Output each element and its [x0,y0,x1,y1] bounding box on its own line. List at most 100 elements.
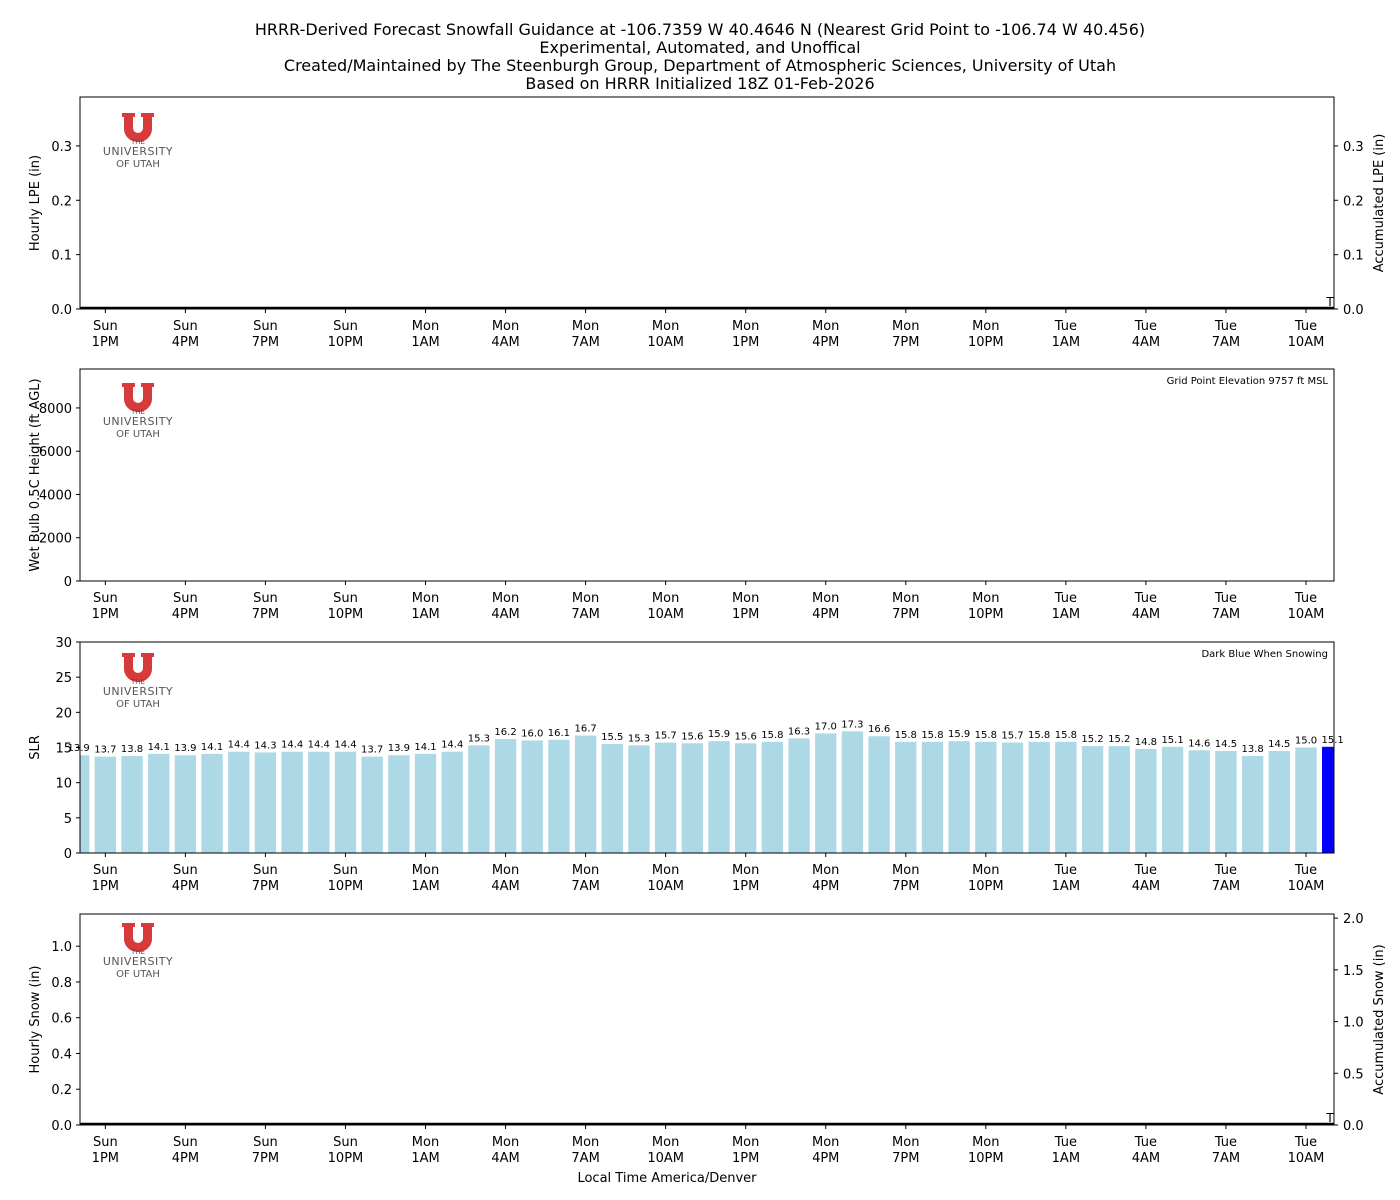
slr-bar [868,736,890,853]
slr-bar [681,743,703,853]
y-axis-label: SLR [28,735,43,760]
x-tick-label-hour: 7AM [1212,1151,1240,1166]
x-tick-label-hour: 4PM [172,1151,199,1166]
x-tick-label-hour: 7PM [892,607,919,622]
slr-bar [148,753,170,853]
y-tick-label: 0.8 [51,976,72,991]
slr-bar [1215,751,1237,853]
x-tick-label-hour: 7PM [892,879,919,894]
x-tick-label-hour: 7AM [571,879,599,894]
y-tick-label: 0 [64,847,72,862]
slr-bar [334,751,357,853]
slr-bar [254,752,277,853]
y-right-axis-label: Accumulated LPE (in) [1372,134,1387,273]
snowing-color-note: Dark Blue When Snowing [1201,649,1328,660]
x-tick-label-hour: 4AM [491,1151,519,1166]
x-tick-label-hour: 10PM [328,1151,364,1166]
slr-bar [574,735,597,853]
x-tick-label-hour: 1AM [411,607,439,622]
block-u-icon [122,923,154,952]
y-right-tick-label: 2.0 [1343,912,1364,927]
slr-bar [548,739,570,853]
x-tick-label-hour: 10AM [1288,879,1325,894]
x-tick-label-hour: 4AM [1132,879,1160,894]
x-tick-label-hour: 7AM [571,335,599,350]
slr-bar [228,751,250,853]
slr-data-label: 15.1 [1322,735,1344,746]
x-tick-label-day: Mon [892,591,919,606]
x-tick-label-hour: 1AM [1052,607,1080,622]
slr-data-label: 15.8 [1055,730,1077,741]
x-tick-label-hour: 10PM [968,879,1004,894]
x-tick-label-hour: 10AM [647,879,684,894]
slr-data-label: 15.2 [1081,734,1103,745]
y-tick-label: 20 [55,706,72,721]
x-tick-label-day: Sun [173,863,198,878]
slr-data-label: 15.8 [895,730,917,741]
slr-data-label: 13.7 [361,745,383,756]
slr-data-label: 14.1 [414,742,436,753]
slr-bar [1001,742,1024,853]
x-tick-label-day: Tue [1294,1135,1317,1150]
slr-bar [895,741,917,853]
slr-data-label: 15.8 [975,730,997,741]
slr-bar [1241,755,1264,853]
slr-data-label: 16.0 [521,728,543,739]
x-tick-label-day: Mon [412,1135,439,1150]
x-tick-label-hour: 4AM [491,879,519,894]
y-tick-label: 15 [55,742,72,757]
slr-data-label: 15.0 [1295,736,1317,747]
slr-data-label: 16.3 [788,726,810,737]
slr-bar [1268,751,1290,853]
slr-data-label: 17.0 [815,721,837,732]
x-tick-label-hour: 1PM [92,1151,119,1166]
y-tick-label: 0.2 [51,194,72,209]
y-tick-label: 0.0 [51,303,72,318]
slr-data-label: 15.6 [735,731,757,742]
x-tick-label-hour: 1PM [92,335,119,350]
x-tick-label-hour: 1PM [732,607,759,622]
slr-data-label: 14.1 [201,742,223,753]
y-right-tick-label: 1.0 [1343,1016,1364,1031]
y-right-tick-label: 0.2 [1343,194,1364,209]
slr-data-label: 14.6 [1188,738,1210,749]
x-tick-label-day: Tue [1134,1135,1157,1150]
x-tick-label-day: Mon [812,319,839,334]
slr-data-label: 14.1 [148,742,170,753]
x-tick-label-hour: 4AM [491,335,519,350]
y-tick-label: 0 [64,575,72,590]
y-tick-label: 0.2 [51,1083,72,1098]
slr-bar [1108,746,1130,853]
slr-data-label: 15.5 [601,732,623,743]
x-tick-label-hour: 7AM [1212,335,1240,350]
x-tick-label-hour: 4AM [1132,335,1160,350]
x-tick-label-hour: 7AM [1212,879,1240,894]
slr-data-label: 15.8 [1028,730,1050,741]
slr-data-label: 15.7 [1001,731,1023,742]
slr-bar [1161,746,1184,853]
trace-label: T [1325,1111,1334,1125]
x-tick-label-day: Mon [492,319,519,334]
x-tick-label-day: Tue [1054,319,1077,334]
slr-data-label: 16.7 [574,724,596,735]
x-tick-label-day: Tue [1214,1135,1237,1150]
slr-data-label: 15.8 [921,730,943,741]
x-tick-label-day: Mon [492,1135,519,1150]
slr-data-label: 16.1 [548,728,570,739]
x-tick-label-day: Sun [253,591,278,606]
logo-text-of-utah: OF UTAH [116,699,160,710]
x-tick-label-day: Sun [93,1135,118,1150]
x-tick-label-hour: 10PM [328,335,364,350]
slr-data-label: 15.9 [708,729,730,740]
x-tick-label-day: Tue [1294,319,1317,334]
x-tick-label-day: Tue [1054,863,1077,878]
slr-bar [948,741,970,853]
x-tick-label-hour: 10AM [1288,607,1325,622]
slr-bar [201,753,223,853]
x-tick-label-day: Sun [253,1135,278,1150]
x-tick-label-hour: 7PM [252,335,279,350]
y-right-axis-label: Accumulated Snow (in) [1372,944,1387,1094]
x-tick-label-hour: 7PM [892,335,919,350]
x-tick-label-hour: 1PM [732,1151,759,1166]
